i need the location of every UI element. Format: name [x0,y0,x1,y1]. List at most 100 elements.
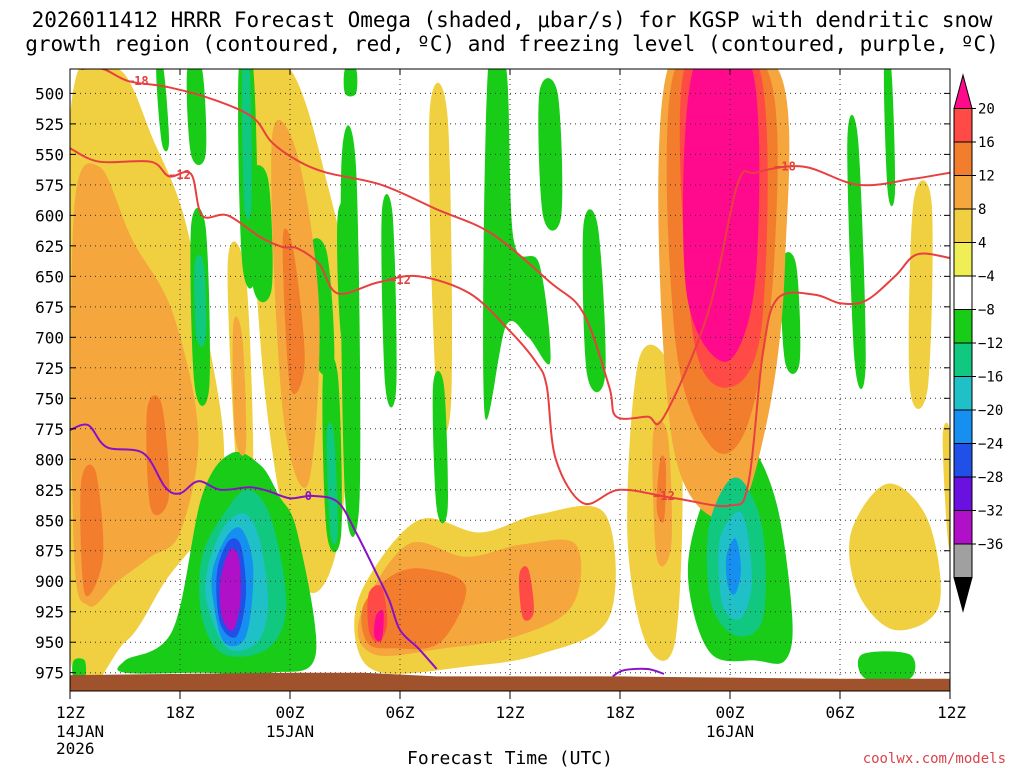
y-tick-label: 700 [35,328,64,347]
colorbar-segment [953,208,973,243]
y-axis-pressure-ticks: 500 525 550 575 600 625 650 675 700 725 750 775 800 8… [35,84,950,683]
dendritic-minus18-line [81,69,950,426]
colorbar-segment [953,376,973,411]
y-tick-label: 950 [35,633,64,652]
x-tick-label: 00Z [276,703,305,722]
x-tick-date-label: 15JAN [266,722,314,741]
colorbar-label: 12 [978,169,995,185]
y-tick-label: 500 [35,84,64,103]
colorbar-label: 4 [978,236,986,252]
x-tick-label: 12Z [56,703,85,722]
y-tick-label: 875 [35,542,64,561]
colorbar-segment [953,275,973,310]
colorbar-segment [953,342,973,377]
upward-motion-max-00z-16jan [683,69,760,362]
x-tick-label: 18Z [166,703,195,722]
y-tick-label: 800 [35,450,64,469]
contour-label: 0 [305,489,312,503]
y-tick-label: 725 [35,359,64,378]
colorbar-segment [953,409,973,444]
y-tick-label: 825 [35,481,64,500]
colorbar-segment [953,309,973,344]
y-tick-label: 550 [35,145,64,164]
upward-motion-column-00z-15jan [282,228,305,395]
x-axis-label: Forecast Time (UTC) [407,748,613,768]
terrain [70,672,950,691]
contour-label: −12 [169,168,191,182]
downward-motion-right [780,251,801,374]
downward-motion-column-03z [248,165,273,303]
y-tick-label: 575 [35,176,64,195]
downward-motion-low-level-00z-16jan [725,538,741,595]
downward-motion-low-level-20z [219,548,241,631]
colorbar-bottom-arrow [953,577,973,613]
colorbar-segment [953,108,973,143]
dendritic-minus12-line [70,147,950,508]
site-credit: coolwx.com/models [863,751,1006,767]
downward-motion-column-10z [432,370,449,524]
colorbar-segment [953,476,973,511]
downward-motion-column-04z [381,194,397,408]
upward-motion-max-06z [373,609,384,642]
grid-lines [70,69,950,691]
colorbar-segment [953,443,973,478]
freezing-level-zero-line [70,423,438,670]
y-tick-label: 975 [35,664,64,683]
upward-motion-max-13z [518,566,534,621]
terrain-layer [70,672,950,691]
chart-title-line-2: growth region (contoured, red, ºC) and f… [25,32,999,56]
x-tick-label: 12Z [496,703,525,722]
colorbar-segment [953,543,973,578]
colorbar-segment [953,141,973,176]
upward-motion-column-19z [232,316,247,456]
downward-motion-column-04z [337,200,357,353]
downward-motion-column-10z [582,209,606,393]
y-tick-label: 850 [35,511,64,530]
downward-motion-column-10z [483,69,551,420]
contour-label: −18 [127,74,149,88]
colorbar-label: −28 [978,470,1003,486]
plot-area: −18 −18 −12 −12 −12 0 [70,69,950,691]
y-tick-label: 525 [35,115,64,134]
x-tick-label: 06Z [386,703,415,722]
colorbar-label: −20 [978,403,1003,419]
colorbar-label: 20 [978,102,995,118]
y-tick-label: 650 [35,267,64,286]
colorbar-label: −24 [978,437,1003,453]
y-tick-label: 625 [35,237,64,256]
contour-lines: −18 −18 −12 −12 −12 0 [70,69,950,678]
x-tick-date-label: 2026 [56,739,95,758]
omega-shading [70,69,950,691]
colorbar-label: −36 [978,537,1003,553]
downward-motion-column-04z [343,69,358,97]
colorbar-top-arrow [953,73,973,109]
contour-label: −12 [653,489,675,503]
upward-motion-right-edge [849,483,941,631]
x-tick-label: 00Z [716,703,745,722]
colorbar-label: −32 [978,504,1003,520]
x-tick-label: 06Z [826,703,855,722]
x-tick-label: 18Z [606,703,635,722]
upward-motion-right-edge [942,422,950,550]
downward-motion-column-17z [241,69,252,220]
colorbar-legend: 20 16 12 8 4 −4 −8 −12 −16 −20 −24 −28 −32 −36 [953,73,1003,613]
colorbar-segment [953,175,973,210]
contour-label: −18 [774,160,796,174]
colorbar-label: −16 [978,370,1003,386]
colorbar-label: 8 [978,202,986,218]
colorbar-segment [953,242,973,277]
downward-motion-right [857,651,916,682]
upward-motion-column-20z [656,455,666,523]
upward-motion-right-edge [908,180,933,409]
colorbar-label: −8 [978,303,995,319]
x-tick-date-label: 16JAN [706,722,754,741]
upward-motion-low-level-06z [361,568,467,650]
y-tick-label: 750 [35,389,64,408]
colorbar-label: 16 [978,135,995,151]
upward-motion-left-column [80,464,104,597]
upward-motion-column-07z [428,82,453,434]
freezing-level-zero-line-2 [612,667,665,678]
y-tick-label: 675 [35,298,64,317]
x-tick-date-label: 14JAN [56,722,104,741]
